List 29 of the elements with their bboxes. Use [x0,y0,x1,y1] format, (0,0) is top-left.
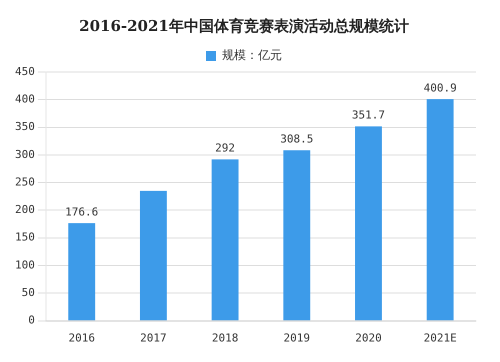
x-tick-label: 2016 [68,331,95,344]
y-tick-label: 450 [14,64,35,78]
y-tick-label: 150 [14,230,35,244]
data-label: 308.5 [280,132,314,146]
x-tick-label: 2020 [355,331,382,344]
y-tick-label: 100 [14,258,35,272]
x-tick-label: 2017 [140,331,167,344]
x-tick-label: 2018 [212,331,238,344]
bar [426,99,454,320]
data-label: 292 [215,142,236,155]
y-tick-label: 0 [28,314,35,327]
bar [68,223,96,320]
y-tick-label: 350 [14,120,35,134]
x-tick-label: 2019 [284,331,310,344]
data-label: 351.7 [352,108,386,122]
y-tick-label: 400 [14,92,35,106]
y-tick-label: 250 [14,175,35,188]
data-label: 400.9 [424,82,457,95]
x-tick-label: 2021E [424,331,457,344]
bar [212,159,239,320]
y-tick-label: 200 [14,203,35,216]
y-tick-label: 50 [22,286,35,300]
chart-title: 2016-2021年中国体育竞赛表演活动总规模统计 [79,16,409,35]
bar [283,150,310,320]
y-tick-label: 300 [14,148,35,161]
bar [355,126,382,320]
data-label: 176.6 [65,206,98,219]
bar [140,190,167,320]
legend-label: 规模：亿元 [222,48,282,62]
